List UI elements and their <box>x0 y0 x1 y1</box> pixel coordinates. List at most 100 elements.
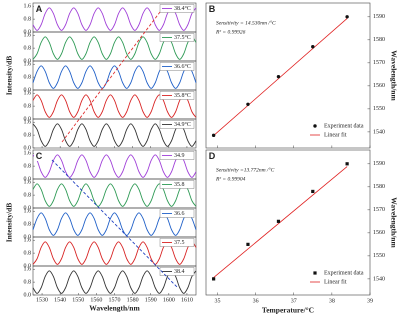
data-point <box>276 74 281 79</box>
data-point <box>211 133 216 138</box>
spectrum-line <box>32 154 197 178</box>
y-tick-label: 1.6 <box>24 151 32 157</box>
data-point <box>246 102 250 106</box>
legend-marker <box>313 124 317 128</box>
legend-label: Experiment data <box>324 270 364 276</box>
shift-guide <box>61 11 161 143</box>
spectrum-line <box>32 212 197 236</box>
legend-box <box>159 151 195 160</box>
panel-label-box <box>207 151 217 161</box>
y-tick-label: 0.8 <box>24 74 32 80</box>
y-tick-label: 0.0 <box>24 176 32 182</box>
y-tick-label: 0.8 <box>24 103 32 109</box>
data-point <box>212 277 216 281</box>
panel-label: D <box>209 151 216 161</box>
y-tick-label: 1.6 <box>24 238 32 244</box>
y-tick-label: 0.0 <box>24 145 32 151</box>
legend-box <box>159 91 195 100</box>
y-tick-label: 0.0 <box>24 292 32 298</box>
y-tick-label: 0.8 <box>24 192 32 198</box>
legend-box <box>159 267 195 276</box>
spectrum-line <box>32 94 197 118</box>
y-tick-label: 0.8 <box>24 45 32 51</box>
x-tick-label: 1600 <box>163 297 175 303</box>
x-axis-label: Wavelength/nm <box>89 304 140 313</box>
y-tick-label: 0.8 <box>24 279 32 285</box>
y-axis-label: Intensity/dB <box>5 56 14 96</box>
y-tick-label: 1570 <box>373 207 385 213</box>
y-tick-label: 1.6 <box>24 33 32 39</box>
legend-marker <box>313 271 317 275</box>
x-tick-label: 1590 <box>145 297 157 303</box>
y-tick-label: 0.0 <box>24 205 32 211</box>
y-tick-label: 0.0 <box>24 263 32 269</box>
x-tick-label: 36 <box>253 298 259 304</box>
legend-label: 34.9°C <box>174 121 191 128</box>
x-tick-label: 1580 <box>127 297 139 303</box>
y-tick-label: 0.0 <box>24 87 32 93</box>
panel-label: A <box>36 4 43 14</box>
legend-label: 36.6 <box>174 211 185 217</box>
y-tick-label: 1550 <box>373 106 385 112</box>
legend-label: Linear fit <box>324 131 347 138</box>
fit-line <box>213 18 348 136</box>
legend-box <box>159 120 195 129</box>
data-point <box>345 15 349 19</box>
plots: 0.0 0.8 1.6 38.4°C 0.0 0.8 1.6 37.5°C 0.0 0.8 1.6 3… <box>5 2 398 315</box>
y-tick-label: 1.6 <box>24 267 32 273</box>
legend-box <box>159 62 195 71</box>
panel-label: C <box>36 151 43 161</box>
x-tick-label: 1540 <box>54 297 66 303</box>
legend-label: 35.8°C <box>174 92 191 99</box>
y-tick-label: 1540 <box>373 276 385 282</box>
y-tick-label: 0.8 <box>24 163 32 169</box>
x-tick-label: 1570 <box>109 297 121 303</box>
y-tick-label: 1550 <box>373 253 385 259</box>
legend-label: 38.4°C <box>174 5 191 12</box>
y-axis-label: Wavelength/nm <box>389 197 398 248</box>
plot-frame <box>205 2 371 149</box>
y-tick-label: 0.8 <box>24 132 32 138</box>
y-tick-label: 1560 <box>373 83 385 89</box>
annotation: Sensitivity =13.772nm /°C <box>216 166 275 173</box>
data-point <box>311 45 315 49</box>
legend-label: Linear fit <box>324 278 347 285</box>
legend-box <box>159 4 195 13</box>
x-tick-label: 1550 <box>72 297 84 303</box>
y-tick-label: 0.0 <box>24 116 32 122</box>
y-axis-label: Intensity/dB <box>5 203 14 243</box>
y-tick-label: 0.0 <box>24 58 32 64</box>
x-tick-label: 1610 <box>181 297 193 303</box>
x-axis-label: Temperature/°C <box>262 306 314 315</box>
y-tick-label: 1570 <box>373 60 385 66</box>
y-tick-label: 1580 <box>373 184 385 190</box>
annotation: R² = 0.99926 <box>215 29 246 35</box>
legend-label: 35.8 <box>174 182 185 188</box>
y-tick-label: 0.8 <box>24 250 32 256</box>
y-tick-label: 1540 <box>373 129 385 135</box>
x-tick-label: 1530 <box>36 297 48 303</box>
fit-line <box>213 166 348 278</box>
y-tick-label: 1560 <box>373 230 385 236</box>
data-point <box>276 219 281 223</box>
x-tick-label: 1560 <box>90 297 102 303</box>
panel-label: B <box>209 4 216 14</box>
y-tick-label: 1590 <box>373 161 385 167</box>
y-tick-label: 1.6 <box>24 91 32 97</box>
y-tick-label: 0.0 <box>24 234 32 240</box>
legend-label: 37.5°C <box>174 34 191 41</box>
legend-box <box>159 180 195 189</box>
annotation: Sensitivity = 14.530nm /°C <box>216 19 276 26</box>
y-tick-label: 0.8 <box>24 221 32 227</box>
y-tick-label: 0.8 <box>24 16 32 22</box>
legend-box <box>159 238 195 247</box>
y-axis-label: Wavelength/nm <box>389 50 398 101</box>
spectrum-line <box>32 123 197 147</box>
legend-label: 34.9 <box>174 153 185 159</box>
y-tick-label: 1.6 <box>24 180 32 186</box>
y-tick-label: 1.6 <box>24 4 32 10</box>
y-tick-label: 1.6 <box>24 120 32 126</box>
data-point <box>311 189 315 194</box>
